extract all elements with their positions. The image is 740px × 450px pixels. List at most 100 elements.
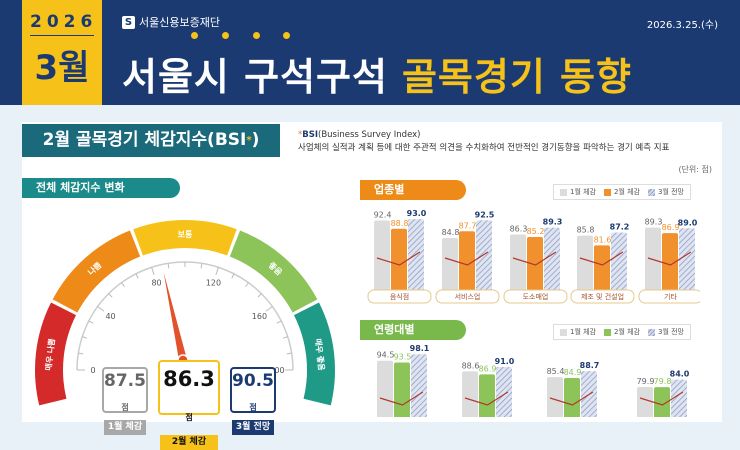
data-label: 84.8 [442, 228, 460, 237]
trend-arrow [549, 391, 594, 406]
gauge-tick [276, 320, 282, 324]
page-title: 서울시 구석구석 골목경기 동향 [122, 46, 632, 101]
def-term: BSI [302, 130, 319, 140]
legend-mar: 3월 전망 [658, 328, 684, 336]
unit-label: (단위: 점) [678, 165, 712, 174]
gauge-tick [82, 336, 88, 339]
section-title: 2월 골목경기 체감지수(BSI*) [22, 124, 280, 157]
industry-title: 업종별 [360, 180, 466, 200]
data-label: 91.0 [495, 357, 515, 366]
data-label: 88.8 [391, 219, 409, 228]
data-label: 85.8 [577, 226, 595, 235]
legend-feb: 2월 체감 [614, 188, 640, 196]
data-label: 92.4 [374, 210, 392, 219]
bar [547, 377, 563, 417]
bar [662, 233, 678, 292]
data-label: 85.4 [547, 367, 565, 376]
age-legend: 1월 체감 2월 체감 3월 전망 [553, 324, 691, 340]
bar [442, 237, 458, 292]
bsi-definition: *BSI(Business Survey Index) 사업체의 실적과 계획 … [298, 129, 669, 155]
jan-value: 87.5 [104, 371, 146, 391]
gauge-tick-label: 200 [269, 366, 284, 375]
category-pill [503, 289, 568, 304]
data-label: 79.8 [654, 377, 672, 386]
def-text: 사업체의 실적과 계획 등에 대한 주관적 의견을 수치화하여 전반적인 경기동… [298, 143, 670, 153]
bar [391, 228, 407, 292]
data-label: 93.0 [407, 209, 427, 218]
unit: 점 [185, 413, 193, 422]
feb-label: 2월 체감 [160, 435, 218, 450]
gauge-needle [163, 272, 187, 361]
bar [510, 234, 526, 292]
logo-icon: S [122, 15, 135, 29]
data-label: 94.5 [377, 351, 395, 360]
org-logo: S 서울신용보증재단 [122, 14, 220, 30]
data-label: 87.2 [610, 222, 630, 231]
asterisk: * [246, 135, 252, 146]
data-label: 98.1 [410, 344, 430, 353]
data-label: 84.0 [670, 370, 690, 379]
category-pill [435, 289, 500, 304]
data-label: 86.3 [510, 225, 528, 234]
gauge-tick-label: 0 [90, 366, 95, 375]
category-pill [367, 289, 432, 304]
gauge-tick [167, 263, 170, 269]
emphasis-dots [0, 32, 740, 40]
title-yellow: 골목경기 동향 [401, 55, 632, 99]
gauge-tick [200, 263, 203, 269]
data-label: 88.7 [580, 361, 600, 370]
unit: 점 [249, 403, 257, 412]
trend-arrow [639, 391, 684, 406]
data-label: 86.9 [479, 364, 497, 373]
bar [611, 232, 627, 292]
gauge-tick [215, 267, 219, 276]
bar [594, 245, 610, 292]
bar [374, 220, 390, 292]
data-label: 81.6 [594, 235, 612, 244]
category-pill [638, 289, 700, 304]
legend-feb: 2월 체감 [614, 328, 640, 336]
bar [564, 378, 580, 417]
bar [476, 220, 492, 292]
bar [637, 387, 653, 417]
data-label: 92.5 [475, 210, 495, 219]
legend-mar: 3월 전망 [658, 188, 684, 196]
mar-label: 3월 전망 [232, 420, 274, 435]
data-label: 93.5 [394, 353, 412, 362]
date-badge: 2026 3월 [22, 0, 102, 105]
bar [408, 219, 424, 292]
category-label: 음식점 [390, 292, 409, 301]
gauge-tick [97, 306, 105, 312]
bar [377, 360, 393, 417]
gauge-tick [135, 273, 139, 279]
trend-arrow [379, 391, 424, 406]
legend-jan: 1월 체감 [570, 328, 596, 336]
gauge-title: 전체 체감지수 변화 [22, 178, 180, 198]
category-label: 도소매업 [523, 293, 549, 301]
gauge-band [293, 302, 335, 406]
gauge-tick-label: 40 [105, 312, 115, 321]
gauge-band-label: 보통 [178, 229, 193, 239]
data-label: 86.9 [662, 223, 680, 232]
org-name: 서울신용보증재단 [139, 16, 220, 29]
bar [544, 227, 560, 292]
gauge-tick [245, 282, 249, 287]
feb-card: 86.3 점 2월 체감 [158, 360, 220, 450]
data-label: 89.3 [645, 218, 663, 227]
unit: 점 [121, 403, 129, 412]
year: 2026 [30, 12, 94, 36]
gauge-tick [282, 336, 288, 339]
data-label: 79.9 [637, 377, 655, 386]
section-title-text: 2월 골목경기 체감지수(BSI [42, 130, 247, 150]
trend-arrow [376, 251, 421, 266]
data-label: 89.0 [678, 218, 698, 227]
bar [577, 235, 593, 292]
gauge-tick [265, 306, 273, 312]
gauge-tick [121, 282, 125, 287]
category-label: 서비스업 [455, 292, 481, 301]
bar [671, 379, 687, 417]
gauge-tick [231, 273, 235, 279]
gauge-tick [108, 293, 113, 298]
publish-date: 2026.3.25.(수) [646, 20, 718, 31]
